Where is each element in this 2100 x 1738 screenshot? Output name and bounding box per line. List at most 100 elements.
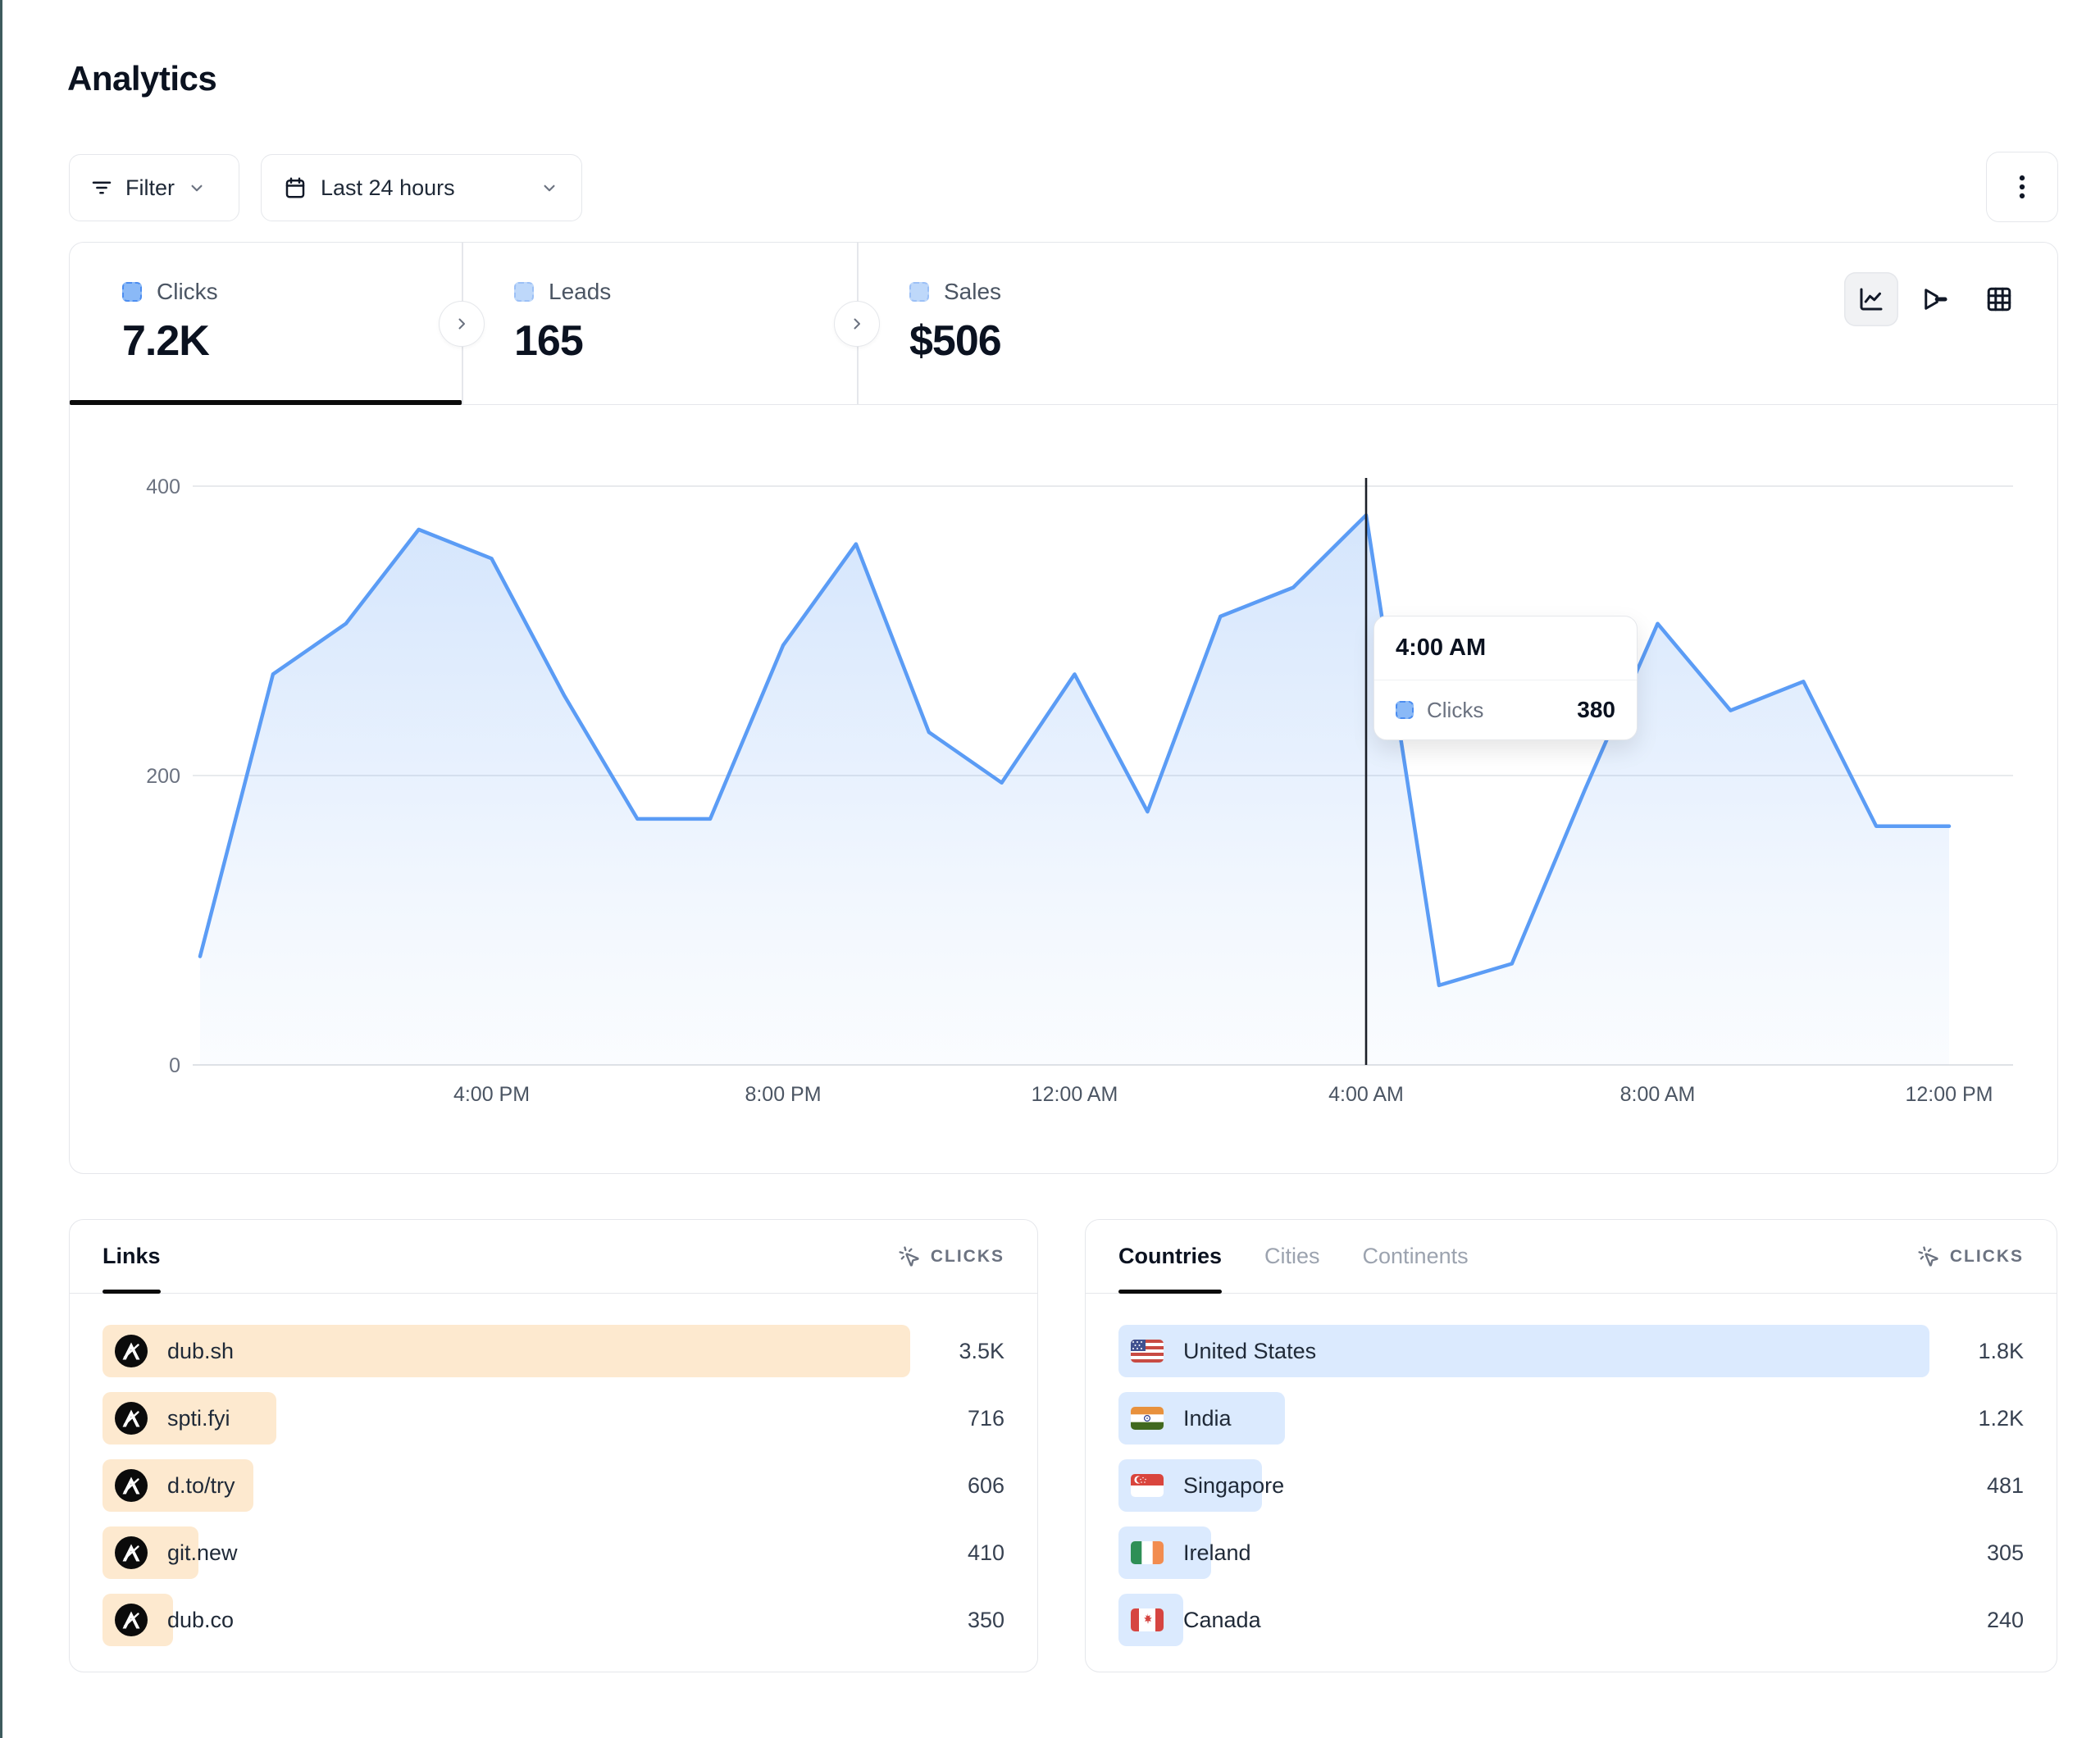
link-row[interactable]: d.to/try 606 xyxy=(102,1459,1004,1512)
svg-text:12:00 PM: 12:00 PM xyxy=(1905,1083,1993,1106)
tab-cities[interactable]: Cities xyxy=(1264,1244,1320,1268)
tab-sales[interactable]: Sales $506 xyxy=(857,243,1349,405)
svg-text:4:00 PM: 4:00 PM xyxy=(453,1083,530,1106)
chevron-down-icon xyxy=(544,184,555,192)
tab-countries[interactable]: Countries xyxy=(1118,1220,1223,1294)
countries-list: United States 1.8K India 1.2K Singapore … xyxy=(1086,1294,2057,1646)
chart-canvas[interactable]: 0 200 400 4:00 PM 8:00 PM 12:00 AM 4:00 AM 8:00… xyxy=(70,460,2057,1116)
country-row[interactable]: Singapore 481 xyxy=(1118,1459,2024,1512)
country-clicks-value: 1.2K xyxy=(1978,1406,2024,1431)
active-tab-underline xyxy=(70,400,462,405)
date-range-label: Last 24 hours xyxy=(321,175,455,200)
cursor-click-icon xyxy=(899,1245,919,1267)
svg-text:12:00 AM: 12:00 AM xyxy=(1032,1083,1118,1106)
countries-metric-header[interactable]: CLICKS xyxy=(1917,1245,2024,1268)
tooltip-legend-chip xyxy=(1396,701,1414,719)
page-title: Analytics xyxy=(67,59,217,98)
kebab-menu-icon xyxy=(2019,175,2025,199)
country-label: United States xyxy=(1183,1338,1317,1363)
dub-logo-icon xyxy=(115,1469,148,1502)
tab-leads[interactable]: Leads 165 xyxy=(462,243,857,405)
chart-view-toggles xyxy=(1844,272,2026,326)
cursor-click-icon xyxy=(1918,1245,1938,1267)
country-label: Ireland xyxy=(1183,1540,1251,1565)
tooltip-series-label: Clicks xyxy=(1427,697,1484,722)
countries-panel-header: Countries Cities Continents CLICKS xyxy=(1086,1220,2057,1294)
flag-in-icon xyxy=(1131,1407,1164,1430)
window-edge-stripe xyxy=(0,0,2,1738)
date-range-button[interactable]: Last 24 hours xyxy=(261,154,582,221)
links-list: dub.sh 3.5K spti.fyi 716 d.to/try 606 gi… xyxy=(70,1294,1037,1646)
tab-continents[interactable]: Continents xyxy=(1362,1244,1469,1268)
link-clicks-value: 350 xyxy=(967,1608,1004,1632)
link-row[interactable]: dub.co 350 xyxy=(102,1594,1004,1646)
country-clicks-value: 305 xyxy=(1986,1540,2024,1565)
table-view-button[interactable] xyxy=(1972,272,2026,326)
flag-us-icon xyxy=(1131,1340,1164,1363)
links-panel: Links CLICKS dub.sh 3.5K spti.fyi 716 d.… xyxy=(69,1219,1038,1672)
svg-text:8:00 PM: 8:00 PM xyxy=(745,1083,821,1106)
tab-links[interactable]: Links xyxy=(102,1220,161,1294)
dub-logo-icon xyxy=(115,1604,148,1636)
filter-button-label: Filter xyxy=(125,175,175,200)
country-clicks-value: 1.8K xyxy=(1978,1339,2024,1363)
filter-button[interactable]: Filter xyxy=(69,154,239,221)
country-label: Canada xyxy=(1183,1607,1261,1632)
links-metric-label: CLICKS xyxy=(930,1246,1004,1266)
svg-text:0: 0 xyxy=(169,1054,180,1077)
links-panel-header: Links CLICKS xyxy=(70,1220,1037,1294)
countries-metric-label: CLICKS xyxy=(1949,1246,2024,1266)
funnel-view-button[interactable] xyxy=(1908,272,1962,326)
flag-sg-icon xyxy=(1131,1474,1164,1497)
link-label: dub.sh xyxy=(167,1338,235,1363)
clicks-value: 7.2K xyxy=(122,317,210,365)
leads-legend-chip xyxy=(514,282,534,302)
line-chart-view-button[interactable] xyxy=(1844,272,1898,326)
link-bar xyxy=(102,1325,910,1377)
tooltip-value: 380 xyxy=(1577,697,1615,722)
country-bar xyxy=(1118,1325,1929,1377)
clicks-tab-label: Clicks xyxy=(157,279,218,304)
dub-logo-icon xyxy=(115,1536,148,1569)
dub-logo-icon xyxy=(115,1402,148,1435)
country-row[interactable]: Canada 240 xyxy=(1118,1594,2024,1646)
link-label: d.to/try xyxy=(167,1472,235,1498)
stats-tab-bar: Clicks 7.2K Leads 165 Sales $506 xyxy=(70,243,2057,405)
country-clicks-value: 240 xyxy=(1986,1608,2024,1632)
country-row[interactable]: India 1.2K xyxy=(1118,1392,2024,1445)
tab-clicks[interactable]: Clicks 7.2K xyxy=(70,243,462,405)
links-metric-header[interactable]: CLICKS xyxy=(898,1245,1004,1268)
leads-tab-label: Leads xyxy=(549,279,612,304)
flag-ie-icon xyxy=(1131,1541,1164,1564)
analytics-card: Clicks 7.2K Leads 165 Sales $506 xyxy=(69,242,2058,1174)
chevron-down-icon xyxy=(191,184,203,192)
sales-tab-label: Sales xyxy=(944,279,1002,304)
country-row[interactable]: Ireland 305 xyxy=(1118,1526,2024,1579)
link-clicks-value: 716 xyxy=(967,1406,1004,1431)
more-options-button[interactable] xyxy=(1986,152,2058,222)
svg-text:8:00 AM: 8:00 AM xyxy=(1620,1083,1696,1106)
expand-leads-button[interactable] xyxy=(834,301,880,347)
svg-text:4:00 AM: 4:00 AM xyxy=(1328,1083,1404,1106)
table-grid-icon xyxy=(1987,287,2011,312)
sales-value: $506 xyxy=(909,317,1002,365)
expand-clicks-button[interactable] xyxy=(439,301,485,347)
link-row[interactable]: git.new 410 xyxy=(102,1526,1004,1579)
countries-panel: Countries Cities Continents CLICKS Unite… xyxy=(1085,1219,2057,1672)
link-clicks-value: 3.5K xyxy=(959,1339,1004,1363)
dub-logo-icon xyxy=(115,1335,148,1367)
link-row[interactable]: dub.sh 3.5K xyxy=(102,1325,1004,1377)
country-row[interactable]: United States 1.8K xyxy=(1118,1325,2024,1377)
country-label: India xyxy=(1183,1405,1232,1431)
link-label: dub.co xyxy=(167,1607,235,1632)
leads-value: 165 xyxy=(514,317,584,365)
link-clicks-value: 606 xyxy=(967,1473,1004,1498)
country-clicks-value: 481 xyxy=(1986,1473,2024,1498)
chevron-right-icon xyxy=(854,318,860,330)
clicks-legend-chip xyxy=(122,282,142,302)
clicks-area-chart[interactable]: 0 200 400 4:00 PM 8:00 PM 12:00 AM 4:00 AM 8:00… xyxy=(70,460,2057,1116)
link-label: git.new xyxy=(167,1540,238,1565)
link-label: spti.fyi xyxy=(167,1405,230,1431)
link-row[interactable]: spti.fyi 716 xyxy=(102,1392,1004,1445)
country-label: Singapore xyxy=(1183,1472,1285,1498)
